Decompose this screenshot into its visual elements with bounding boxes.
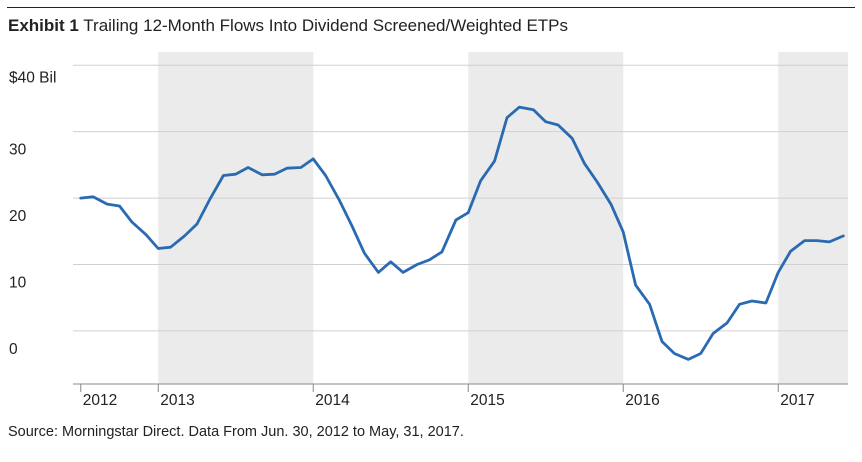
- x-tick-label: 2012: [83, 392, 117, 409]
- x-tick-label: 2013: [160, 392, 194, 409]
- source-note: Source: Morningstar Direct. Data From Ju…: [8, 424, 464, 440]
- y-tick-label: 0: [9, 341, 18, 358]
- chart-title: Exhibit 1 Trailing 12-Month Flows Into D…: [8, 16, 568, 36]
- y-tick-label: 30: [9, 142, 27, 159]
- y-tick-label: 10: [9, 274, 27, 291]
- exhibit-label: Exhibit 1: [8, 16, 79, 35]
- y-tick-label: $40 Bil: [9, 69, 56, 86]
- year-band-1: [468, 52, 624, 384]
- top-rule: [7, 7, 855, 8]
- x-tick-label: 2015: [470, 392, 504, 409]
- year-band-2: [778, 52, 848, 384]
- year-band-0: [158, 52, 314, 384]
- x-tick-label: 2017: [780, 392, 814, 409]
- series-line: [79, 105, 845, 361]
- x-tick-label: 2016: [625, 392, 659, 409]
- y-tick-label: 20: [9, 208, 27, 225]
- chart-title-text: Trailing 12-Month Flows Into Dividend Sc…: [83, 16, 569, 35]
- x-tick-label: 2014: [315, 392, 350, 409]
